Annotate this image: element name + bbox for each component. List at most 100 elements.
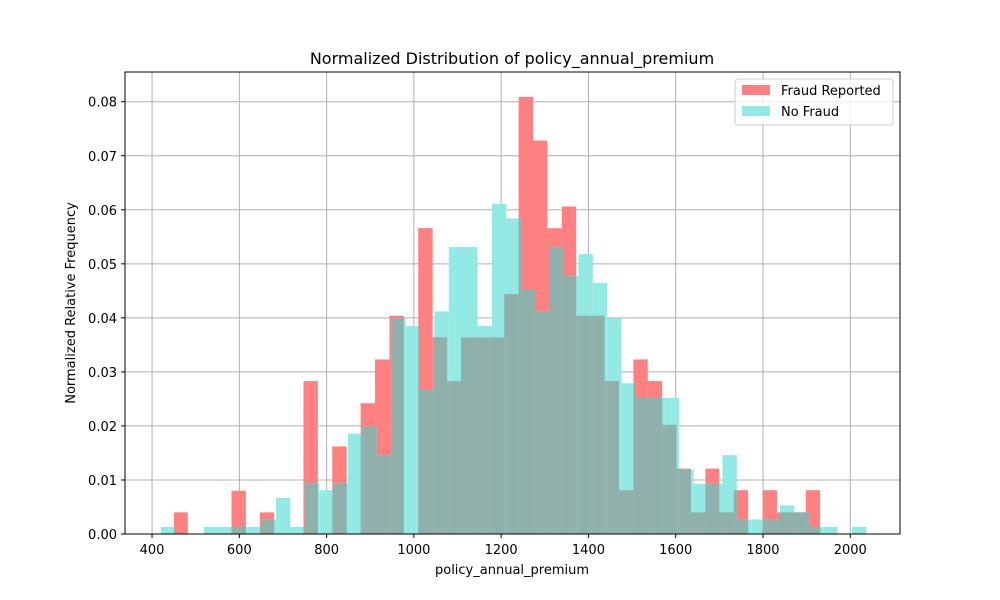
y-axis-label: Normalized Relative Frequency [64,202,79,404]
overlap-bar-65 [794,512,806,534]
overlap-bar-56 [719,512,723,534]
overlap-bar-11 [375,426,377,534]
overlap-bar-7 [332,490,334,534]
no-fraud-bar-42 [823,526,838,534]
overlap-bar-24 [489,337,492,534]
no-fraud-bar-10 [347,433,363,534]
overlap-bar-12 [376,455,390,534]
overlap-bar-46 [647,397,651,534]
y-tick-label-0.03: 0.03 [88,366,117,381]
x-tick-label-2000: 2000 [834,543,867,558]
overlap-bar-63 [779,512,792,534]
overlap-bar-18 [434,337,448,534]
overlap-bar-42 [618,490,622,534]
overlap-bar-25 [491,337,505,534]
overlap-bar-38 [590,315,593,534]
overlap-bar-1 [231,526,233,534]
overlap-bar-60 [762,519,766,534]
overlap-bar-62 [776,519,780,534]
overlap-bar-36 [576,315,579,534]
y-tick-label-0.05: 0.05 [88,258,117,273]
overlap-bar-29 [520,289,534,534]
overlap-bar-45 [635,397,648,534]
overlap-bar-33 [549,247,562,535]
x-tick-label-400: 400 [140,543,165,558]
overlap-bar-59 [736,519,749,534]
overlap-bar-5 [303,526,305,534]
y-tick-label-0.08: 0.08 [88,96,117,111]
overlap-bar-35 [563,275,577,534]
x-tick-label-1000: 1000 [397,543,430,558]
fraud-reported-bar-34 [805,490,821,534]
overlap-bar-61 [765,519,777,534]
y-axis-ticks: 0.00 0.01 0.02 0.03 0.04 0.05 0.06 0.07 0.08 [88,96,125,543]
y-tick-label-0.00: 0.00 [88,528,117,543]
legend-label-fraud-reported: Fraud Reported [781,84,881,99]
legend-label-no-fraud: No Fraud [781,105,839,120]
overlap-bar-51 [679,469,691,534]
overlap-bar-31 [535,311,548,534]
overlap-bar-32 [547,311,550,534]
legend-swatch-fraud-reported [742,85,770,95]
overlap-bar-47 [650,397,663,534]
overlap-bar-14 [391,318,404,534]
overlap-bar-44 [633,383,636,534]
overlap-bar-53 [693,512,706,534]
overlap-bar-64 [791,512,795,534]
legend: Fraud Reported No Fraud [734,78,894,126]
overlap-bar-50 [676,468,680,534]
no-fraud-bar-43 [851,526,867,534]
overlap-bar-20 [448,381,462,534]
overlap-bar-8 [333,483,347,534]
overlap-bar-9 [360,433,363,534]
fraud-reported-bar-1 [231,490,246,534]
y-tick-label-0.04: 0.04 [88,312,117,327]
no-fraud-bar-5 [275,497,291,534]
overlap-bar-15 [418,325,420,534]
overlap-bar-23 [477,337,490,534]
overlap-bar-57 [722,512,734,534]
y-tick-label-0.07: 0.07 [88,150,117,165]
overlap-bar-41 [607,381,619,534]
overlap-bar-10 [362,426,376,534]
no-fraud-bar-3 [247,526,262,534]
overlap-bar-37 [578,315,591,534]
y-tick-label-0.06: 0.06 [88,204,117,219]
no-fraud-bar-14 [405,325,420,534]
y-tick-label-0.02: 0.02 [88,420,117,435]
overlap-bar-13 [389,455,392,534]
x-tick-label-1800: 1800 [746,543,779,558]
overlap-bar-66 [805,512,809,534]
x-axis-ticks: 400 600 800 1000 1200 1400 1600 1800 2000 [140,534,867,558]
overlap-bar-3 [259,526,262,534]
overlap-bar-4 [261,519,275,534]
histogram-bars [160,96,867,535]
overlap-bar-40 [604,381,608,534]
overlap-bar-43 [621,490,634,534]
x-axis-label: policy_annual_premium [435,563,589,578]
overlap-bar-17 [432,390,435,534]
legend-swatch-no-fraud [742,106,770,116]
no-fraud-bar-0 [160,526,176,534]
no-fraud-bar-1 [203,526,233,534]
overlap-bar-19 [447,381,449,534]
overlap-bar-21 [461,337,476,534]
overlap-bar-30 [533,289,536,534]
overlap-bar-67 [808,526,821,534]
x-tick-label-1600: 1600 [659,543,692,558]
legend-frame [734,78,894,126]
no-fraud-bar-8 [319,490,334,534]
overlap-bar-16 [419,390,433,534]
y-tick-label-0.01: 0.01 [88,474,117,489]
chart-title: Normalized Distribution of policy_annual… [310,49,714,69]
overlap-bar-55 [707,483,720,534]
overlap-bar-49 [664,424,677,534]
no-fraud-bar-6 [290,526,305,534]
overlap-bar-2 [232,526,246,534]
overlap-bar-34 [561,247,564,535]
overlap-bar-48 [662,424,665,534]
x-tick-label-1400: 1400 [572,543,605,558]
overlap-bar-39 [592,315,605,534]
fraud-reported-bar-0 [173,512,188,534]
x-tick-label-600: 600 [227,543,252,558]
